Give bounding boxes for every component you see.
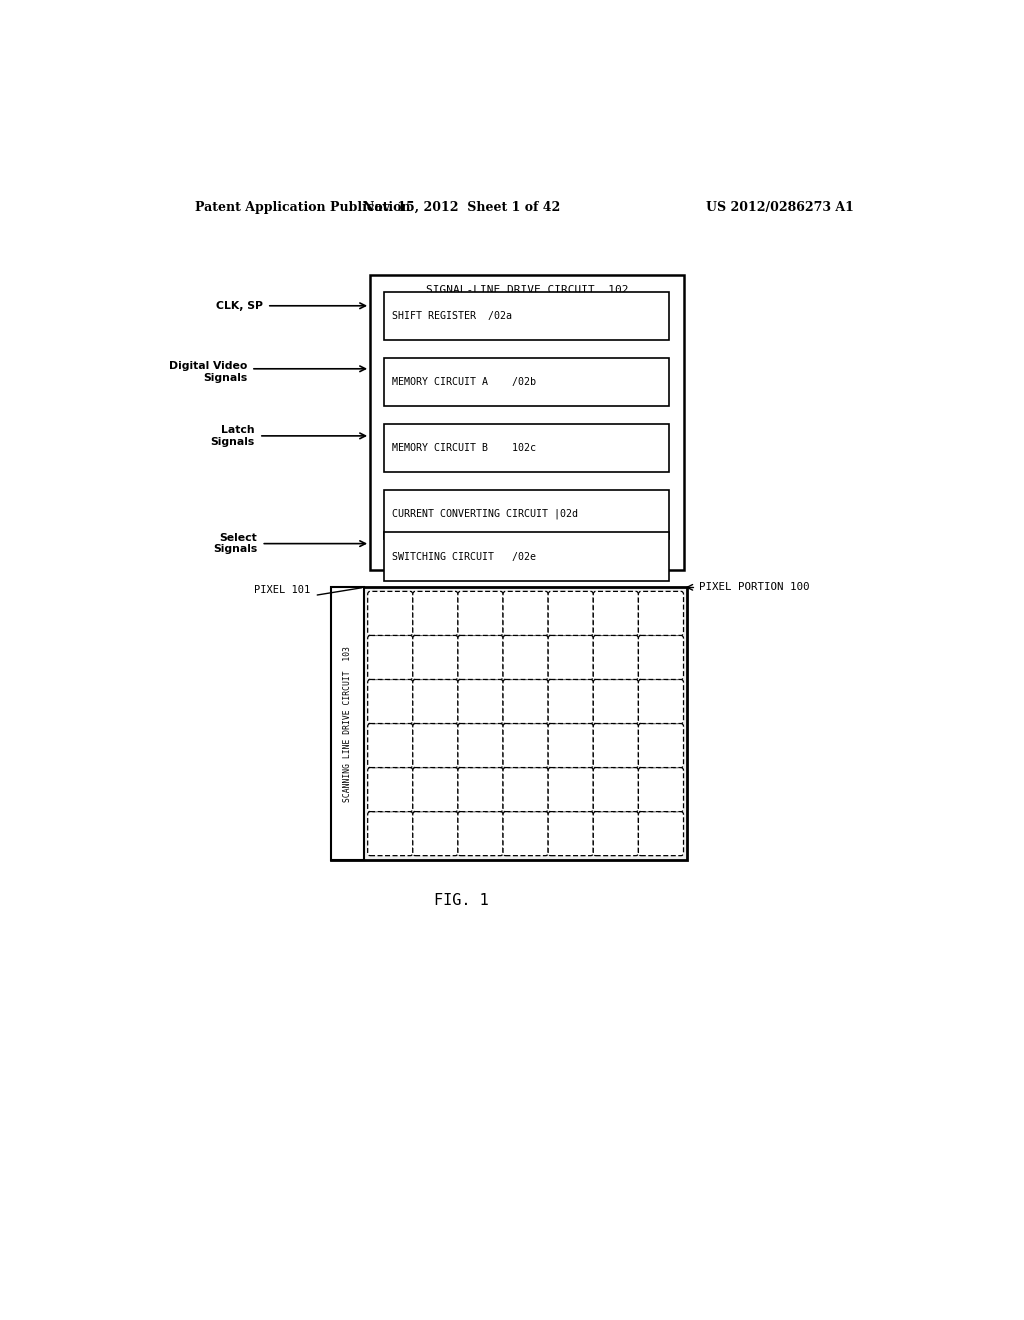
FancyBboxPatch shape xyxy=(458,723,503,767)
Bar xyxy=(384,490,670,539)
FancyBboxPatch shape xyxy=(593,812,638,855)
FancyBboxPatch shape xyxy=(368,767,413,812)
FancyBboxPatch shape xyxy=(368,812,413,855)
FancyBboxPatch shape xyxy=(548,812,593,855)
FancyBboxPatch shape xyxy=(503,591,548,635)
Text: MEMORY CIRCUIT A    /02b: MEMORY CIRCUIT A /02b xyxy=(392,378,537,387)
FancyBboxPatch shape xyxy=(593,767,638,812)
Bar xyxy=(331,587,687,859)
FancyBboxPatch shape xyxy=(458,635,503,680)
Text: SIGNAL-LINE DRIVE CIRCUIT  102: SIGNAL-LINE DRIVE CIRCUIT 102 xyxy=(426,285,628,296)
Text: SWITCHING CIRCUIT   /02e: SWITCHING CIRCUIT /02e xyxy=(392,552,537,562)
FancyBboxPatch shape xyxy=(413,812,458,855)
FancyBboxPatch shape xyxy=(458,591,503,635)
FancyBboxPatch shape xyxy=(503,635,548,680)
Text: Nov. 15, 2012  Sheet 1 of 42: Nov. 15, 2012 Sheet 1 of 42 xyxy=(362,201,560,214)
Text: SHIFT REGISTER  /02a: SHIFT REGISTER /02a xyxy=(392,312,512,321)
Text: FIG. 1: FIG. 1 xyxy=(434,892,488,908)
FancyBboxPatch shape xyxy=(548,635,593,680)
FancyBboxPatch shape xyxy=(638,680,684,723)
FancyBboxPatch shape xyxy=(413,767,458,812)
FancyBboxPatch shape xyxy=(503,767,548,812)
FancyBboxPatch shape xyxy=(548,591,593,635)
FancyBboxPatch shape xyxy=(593,723,638,767)
FancyBboxPatch shape xyxy=(413,635,458,680)
FancyBboxPatch shape xyxy=(593,680,638,723)
Text: SCANNING LINE DRIVE CIRCUIT  103: SCANNING LINE DRIVE CIRCUIT 103 xyxy=(343,645,352,801)
FancyBboxPatch shape xyxy=(638,767,684,812)
FancyBboxPatch shape xyxy=(458,812,503,855)
Bar xyxy=(384,292,670,341)
FancyBboxPatch shape xyxy=(638,812,684,855)
Bar xyxy=(384,358,670,407)
FancyBboxPatch shape xyxy=(638,723,684,767)
FancyBboxPatch shape xyxy=(638,635,684,680)
Text: PIXEL PORTION 100: PIXEL PORTION 100 xyxy=(699,582,810,593)
FancyBboxPatch shape xyxy=(548,680,593,723)
FancyBboxPatch shape xyxy=(548,767,593,812)
FancyBboxPatch shape xyxy=(503,680,548,723)
Text: Digital Video
Signals: Digital Video Signals xyxy=(169,362,247,383)
FancyBboxPatch shape xyxy=(413,723,458,767)
FancyBboxPatch shape xyxy=(503,723,548,767)
Text: US 2012/0286273 A1: US 2012/0286273 A1 xyxy=(707,201,854,214)
FancyBboxPatch shape xyxy=(368,591,413,635)
FancyBboxPatch shape xyxy=(593,635,638,680)
Text: Select
Signals: Select Signals xyxy=(213,533,257,554)
Bar xyxy=(331,587,365,859)
Text: CLK, SP: CLK, SP xyxy=(216,301,263,310)
Text: CURRENT CONVERTING CIRCUIT |02d: CURRENT CONVERTING CIRCUIT |02d xyxy=(392,510,579,519)
FancyBboxPatch shape xyxy=(368,680,413,723)
Text: PIXEL 101: PIXEL 101 xyxy=(254,586,310,595)
FancyBboxPatch shape xyxy=(503,812,548,855)
Bar xyxy=(370,276,684,570)
FancyBboxPatch shape xyxy=(548,723,593,767)
Text: Patent Application Publication: Patent Application Publication xyxy=(196,201,411,214)
FancyBboxPatch shape xyxy=(458,767,503,812)
Bar xyxy=(384,424,670,473)
FancyBboxPatch shape xyxy=(413,680,458,723)
Text: Latch
Signals: Latch Signals xyxy=(211,425,255,446)
Bar xyxy=(384,532,670,581)
Text: MEMORY CIRCUIT B    102c: MEMORY CIRCUIT B 102c xyxy=(392,444,537,453)
FancyBboxPatch shape xyxy=(593,591,638,635)
FancyBboxPatch shape xyxy=(413,591,458,635)
FancyBboxPatch shape xyxy=(368,723,413,767)
FancyBboxPatch shape xyxy=(458,680,503,723)
FancyBboxPatch shape xyxy=(368,635,413,680)
FancyBboxPatch shape xyxy=(638,591,684,635)
